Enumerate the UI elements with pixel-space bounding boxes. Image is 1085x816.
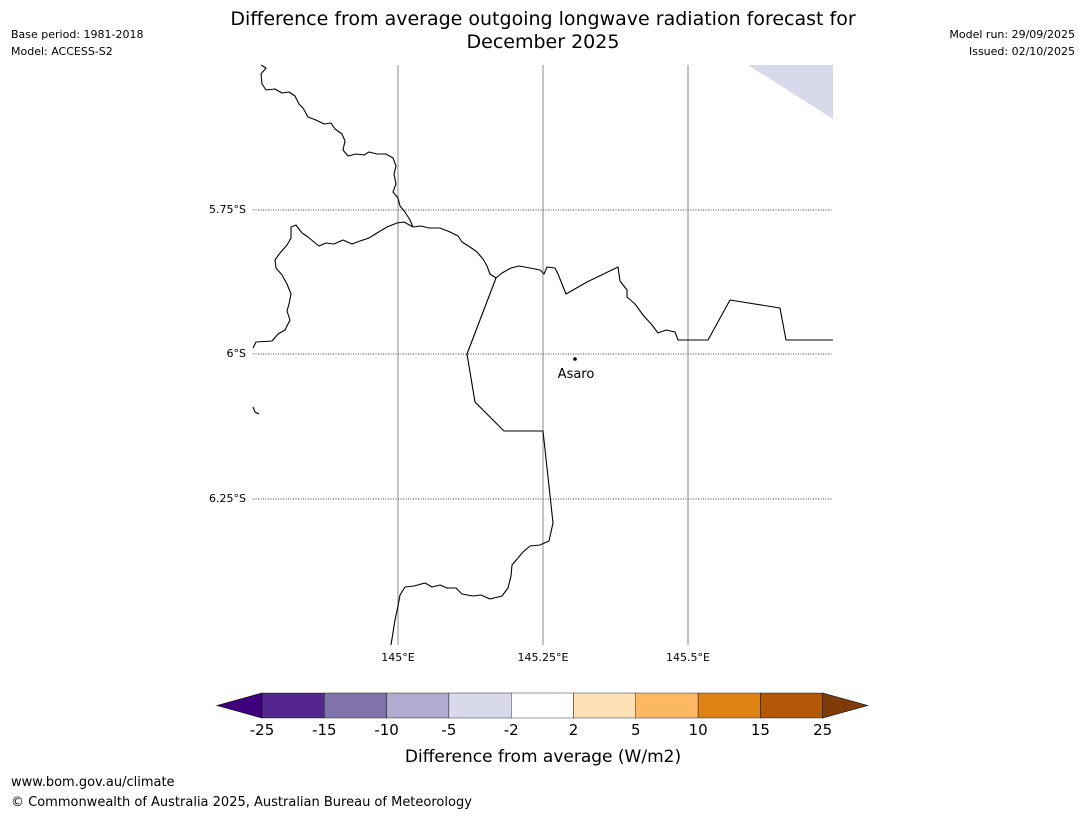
asaro-label: Asaro [558, 367, 595, 382]
colorbar-tick-label: -5 [441, 721, 456, 739]
lon-label: 145.25°E [518, 651, 569, 664]
colorbar-tick-label: 25 [813, 721, 832, 739]
title-line-2: December 2025 [466, 31, 620, 53]
boundary-line [390, 277, 554, 646]
colorbar-tick-label: 10 [689, 721, 708, 739]
meta-left: Base period: 1981-2018 Model: ACCESS-S2 [11, 26, 143, 60]
meta-right: Model run: 29/09/2025 Issued: 02/10/2025 [949, 26, 1075, 60]
colorbar-cell [697, 692, 761, 719]
colorbar-tick-label: 15 [751, 721, 770, 739]
map-title: Difference from average outgoing longwav… [193, 8, 893, 54]
colorbar-tick-label: 2 [569, 721, 579, 739]
boundary-line [412, 225, 833, 341]
boundary-line [252, 221, 414, 349]
boundary-line [252, 406, 260, 415]
colorbar-cell [635, 692, 699, 719]
colorbar-cell [261, 692, 325, 719]
footer-url: www.bom.gov.au/climate [11, 775, 175, 790]
footer-copyright: © Commonwealth of Australia 2025, Austra… [11, 795, 472, 810]
issued-date: Issued: 02/10/2025 [968, 45, 1075, 58]
colorbar-title: Difference from average (W/m2) [405, 747, 681, 767]
colorbar-cell [324, 692, 387, 719]
base-period: Base period: 1981-2018 [11, 28, 144, 41]
lon-label: 145.5°E [666, 651, 710, 664]
colorbar-cell [448, 692, 512, 719]
colorbar-cell [511, 692, 574, 719]
colorbar-cell [760, 692, 823, 719]
boundary-line [260, 64, 414, 228]
colorbar-cell [573, 692, 636, 719]
asaro-marker [573, 357, 577, 361]
anomaly-region [748, 65, 833, 119]
colorbar-tick-label: -2 [504, 721, 519, 739]
lat-label: 6°S [227, 347, 246, 360]
colorbar-tick-label: 5 [631, 721, 641, 739]
colorbar-tick-label: -15 [312, 721, 337, 739]
lat-label: 5.75°S [209, 203, 246, 216]
colorbar-tick-label: -10 [374, 721, 399, 739]
model-name: Model: ACCESS-S2 [11, 45, 113, 58]
colorbar: -25 -15 -10 -5 -2 2 5 10 15 25 [215, 692, 869, 739]
colorbar-extend-low [215, 692, 263, 719]
model-run: Model run: 29/09/2025 [949, 28, 1075, 41]
lon-label: 145°E [381, 651, 414, 664]
lat-label: 6.25°S [209, 492, 246, 505]
colorbar-tick-label: -25 [250, 721, 275, 739]
colorbar-extend-high [822, 692, 869, 719]
title-line-1: Difference from average outgoing longwav… [230, 8, 856, 30]
colorbar-cell [386, 692, 450, 719]
